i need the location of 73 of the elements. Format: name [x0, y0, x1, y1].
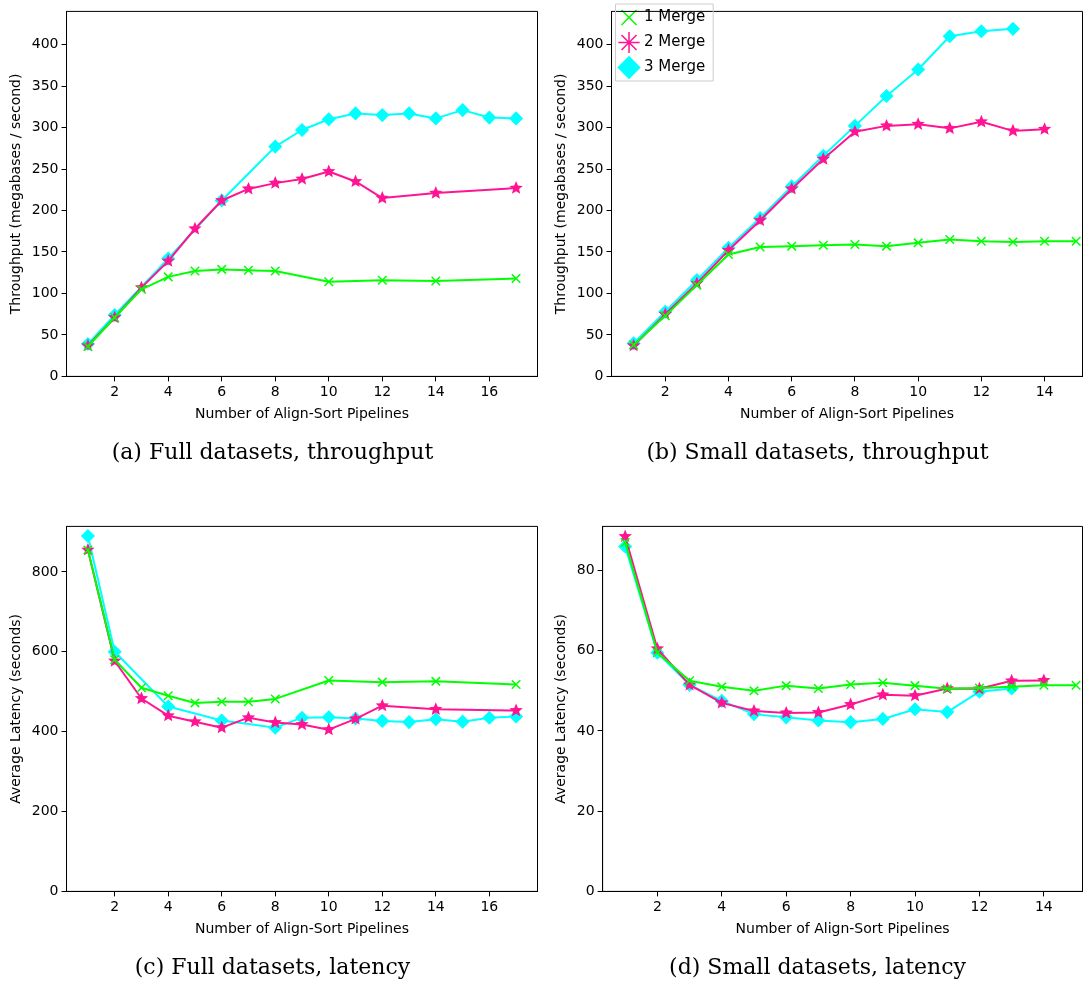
y-tick-label: 100 [576, 284, 604, 301]
x-tick-label: 8 [270, 898, 280, 915]
y-tick-label: 20 [576, 801, 595, 818]
y-tick-label: 400 [576, 35, 604, 52]
x-tick-label: 6 [787, 383, 797, 400]
y-tick-label: 800 [31, 562, 59, 579]
x-tick-label: 2 [110, 383, 120, 400]
x-tick-label: 4 [717, 898, 727, 915]
y-tick-label: 200 [31, 201, 59, 218]
x-axis-title: Number of Align-Sort Pipelines [739, 405, 955, 422]
x-axis-title: Number of Align-Sort Pipelines [194, 920, 410, 937]
y-tick-label: 350 [31, 76, 59, 93]
x-tick-label: 16 [480, 898, 499, 915]
text: (d) Small datasets, latency [668, 954, 967, 979]
y-tick-label: 150 [576, 242, 604, 259]
x-tick-label: 12 [972, 383, 991, 400]
x-tick-label: 4 [163, 383, 173, 400]
y-tick-label: 0 [585, 882, 595, 899]
legend-label: 1 Merge [644, 7, 706, 26]
x-tick-label: 12 [373, 898, 392, 915]
x-tick-label: 8 [846, 898, 856, 915]
text: (b) Small datasets, throughput [645, 439, 990, 464]
y-axis-title: Throughput (megabases / second) [552, 73, 569, 316]
x-tick-label: 4 [163, 898, 173, 915]
x-tick-label: 10 [319, 383, 338, 400]
x-tick-label: 4 [724, 383, 734, 400]
y-tick-label: 80 [576, 561, 595, 578]
x-tick-label: 12 [970, 898, 989, 915]
x-tick-label: 14 [426, 383, 445, 400]
legend-label: 2 Merge [644, 32, 706, 51]
y-tick-label: 400 [31, 35, 59, 52]
x-tick-label: 2 [110, 898, 120, 915]
x-tick-label: 2 [652, 898, 662, 915]
x-tick-label: 12 [373, 383, 392, 400]
y-tick-label: 300 [31, 118, 59, 135]
y-axis-title: Throughput (megabases / second) [7, 73, 24, 316]
x-axis-title: Number of Align-Sort Pipelines [194, 405, 410, 422]
y-tick-label: 0 [594, 367, 604, 384]
x-tick-label: 6 [217, 898, 227, 915]
y-axis-title: Average Latency (seconds) [552, 613, 569, 804]
y-tick-label: 100 [31, 284, 59, 301]
text: (a) Full datasets, throughput [110, 439, 435, 464]
y-tick-label: 60 [576, 641, 595, 658]
y-axis-title: Average Latency (seconds) [7, 613, 24, 804]
y-tick-label: 200 [31, 802, 59, 819]
y-tick-label: 250 [576, 159, 604, 176]
text: (c) Full datasets, latency [133, 954, 412, 979]
y-tick-label: 50 [40, 325, 59, 342]
y-tick-label: 0 [49, 882, 59, 899]
x-tick-label: 10 [906, 898, 924, 915]
x-tick-label: 14 [426, 898, 445, 915]
x-tick-label: 6 [781, 898, 791, 915]
x-tick-label: 8 [850, 383, 860, 400]
x-tick-label: 14 [1035, 383, 1054, 400]
y-tick-label: 50 [585, 325, 604, 342]
y-tick-label: 250 [31, 159, 59, 176]
y-tick-label: 40 [576, 721, 595, 738]
x-tick-label: 14 [1034, 898, 1053, 915]
x-tick-label: 10 [319, 898, 338, 915]
y-tick-label: 200 [576, 201, 604, 218]
y-tick-label: 150 [31, 242, 59, 259]
y-tick-label: 600 [31, 642, 59, 659]
y-tick-label: 300 [576, 118, 604, 135]
x-tick-label: 2 [660, 383, 670, 400]
x-tick-label: 16 [480, 383, 499, 400]
y-tick-label: 400 [31, 722, 59, 739]
legend-label: 3 Merge [644, 57, 706, 76]
x-tick-label: 6 [217, 383, 227, 400]
y-tick-label: 350 [576, 76, 604, 93]
y-tick-label: 0 [49, 367, 59, 384]
x-axis-title: Number of Align-Sort Pipelines [735, 920, 950, 937]
x-tick-label: 10 [909, 383, 928, 400]
x-tick-label: 8 [270, 383, 280, 400]
